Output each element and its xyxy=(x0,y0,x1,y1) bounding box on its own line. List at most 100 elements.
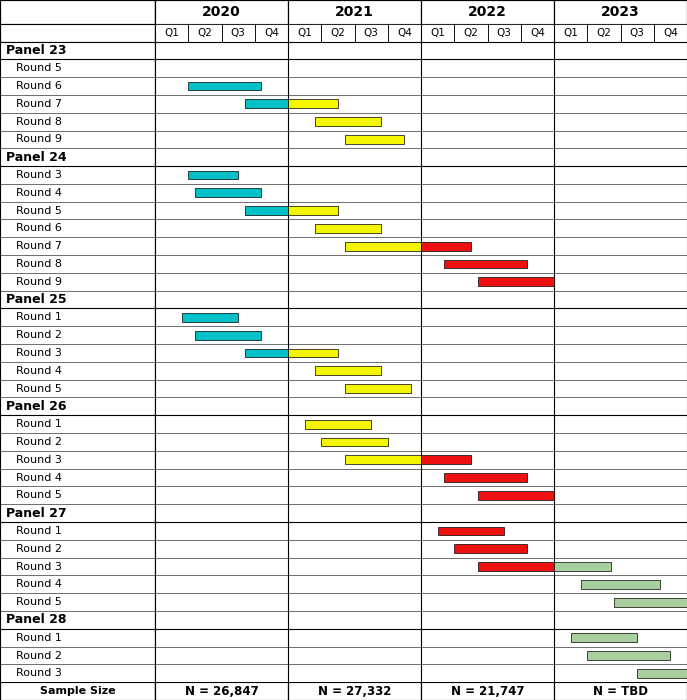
Bar xyxy=(155,130,687,148)
Bar xyxy=(155,647,687,664)
Bar xyxy=(581,580,660,589)
Text: Q3: Q3 xyxy=(363,27,379,38)
Text: Round 6: Round 6 xyxy=(16,223,61,233)
Bar xyxy=(421,241,471,251)
Bar xyxy=(0,130,155,148)
Bar xyxy=(587,24,620,41)
Text: 2022: 2022 xyxy=(468,5,507,19)
Bar xyxy=(454,545,528,553)
Bar xyxy=(155,184,687,202)
Bar xyxy=(0,647,155,664)
Bar xyxy=(245,206,288,215)
Bar xyxy=(0,184,155,202)
Bar xyxy=(438,526,504,536)
Bar xyxy=(0,486,155,504)
Bar xyxy=(0,24,155,41)
Bar xyxy=(155,504,687,522)
Bar xyxy=(0,451,155,468)
Bar xyxy=(155,220,687,237)
Bar xyxy=(155,255,687,273)
Text: Round 1: Round 1 xyxy=(16,312,61,323)
Bar xyxy=(195,188,261,197)
Text: N = 27,332: N = 27,332 xyxy=(318,685,391,698)
Bar xyxy=(304,420,371,428)
Text: Round 4: Round 4 xyxy=(16,580,62,589)
Bar xyxy=(195,331,261,340)
Bar xyxy=(0,237,155,255)
Bar xyxy=(155,290,687,309)
Bar xyxy=(288,349,338,358)
Bar xyxy=(0,664,155,682)
Bar xyxy=(654,24,687,41)
Bar xyxy=(421,456,471,464)
Bar xyxy=(421,24,454,41)
Bar xyxy=(387,24,421,41)
Text: Panel 26: Panel 26 xyxy=(6,400,67,413)
Bar xyxy=(444,473,528,482)
Bar xyxy=(155,522,687,540)
Text: Round 1: Round 1 xyxy=(16,633,61,643)
Text: Round 5: Round 5 xyxy=(16,490,61,500)
Bar xyxy=(155,202,687,220)
Bar xyxy=(288,682,421,700)
Bar xyxy=(421,0,554,24)
Bar xyxy=(315,117,381,126)
Text: Q2: Q2 xyxy=(197,27,212,38)
Bar xyxy=(155,344,687,362)
Bar xyxy=(421,682,554,700)
Bar xyxy=(155,41,687,60)
Bar xyxy=(0,682,155,700)
Bar xyxy=(344,135,405,143)
Bar xyxy=(354,24,387,41)
Bar xyxy=(344,456,421,464)
Bar xyxy=(0,379,155,398)
Bar xyxy=(155,468,687,486)
Bar xyxy=(155,148,687,166)
Bar xyxy=(0,290,155,309)
Bar xyxy=(155,77,687,95)
Text: Round 6: Round 6 xyxy=(16,81,61,91)
Bar xyxy=(181,313,238,322)
Bar xyxy=(0,344,155,362)
Bar xyxy=(0,60,155,77)
Bar xyxy=(315,366,381,375)
Bar xyxy=(554,24,587,41)
Bar xyxy=(155,60,687,77)
Bar xyxy=(155,379,687,398)
Bar xyxy=(245,99,288,108)
Bar xyxy=(0,558,155,575)
Bar xyxy=(155,540,687,558)
Bar xyxy=(0,148,155,166)
Text: Round 3: Round 3 xyxy=(16,561,61,571)
Bar xyxy=(477,562,554,571)
Bar xyxy=(0,255,155,273)
Bar xyxy=(155,682,288,700)
Text: N = 21,747: N = 21,747 xyxy=(451,685,524,698)
Bar xyxy=(288,99,338,108)
Text: N = TBD: N = TBD xyxy=(593,685,648,698)
Text: Round 7: Round 7 xyxy=(16,99,62,108)
Text: Q3: Q3 xyxy=(497,27,512,38)
Bar xyxy=(155,24,188,41)
Text: 2020: 2020 xyxy=(202,5,241,19)
Text: Q4: Q4 xyxy=(264,27,279,38)
Bar xyxy=(554,562,611,571)
Bar xyxy=(155,326,687,344)
Bar xyxy=(454,24,488,41)
Bar xyxy=(245,349,288,358)
Text: Round 4: Round 4 xyxy=(16,366,62,376)
Text: Q1: Q1 xyxy=(164,27,179,38)
Bar xyxy=(344,241,421,251)
Bar xyxy=(155,0,288,24)
Text: Round 7: Round 7 xyxy=(16,241,62,251)
Bar xyxy=(155,451,687,468)
Bar xyxy=(155,558,687,575)
Text: 2023: 2023 xyxy=(601,5,640,19)
Bar xyxy=(0,540,155,558)
Text: Round 3: Round 3 xyxy=(16,170,61,180)
Bar xyxy=(0,309,155,326)
Text: Round 2: Round 2 xyxy=(16,330,62,340)
Bar xyxy=(155,433,687,451)
Bar xyxy=(554,682,687,700)
Bar xyxy=(0,77,155,95)
